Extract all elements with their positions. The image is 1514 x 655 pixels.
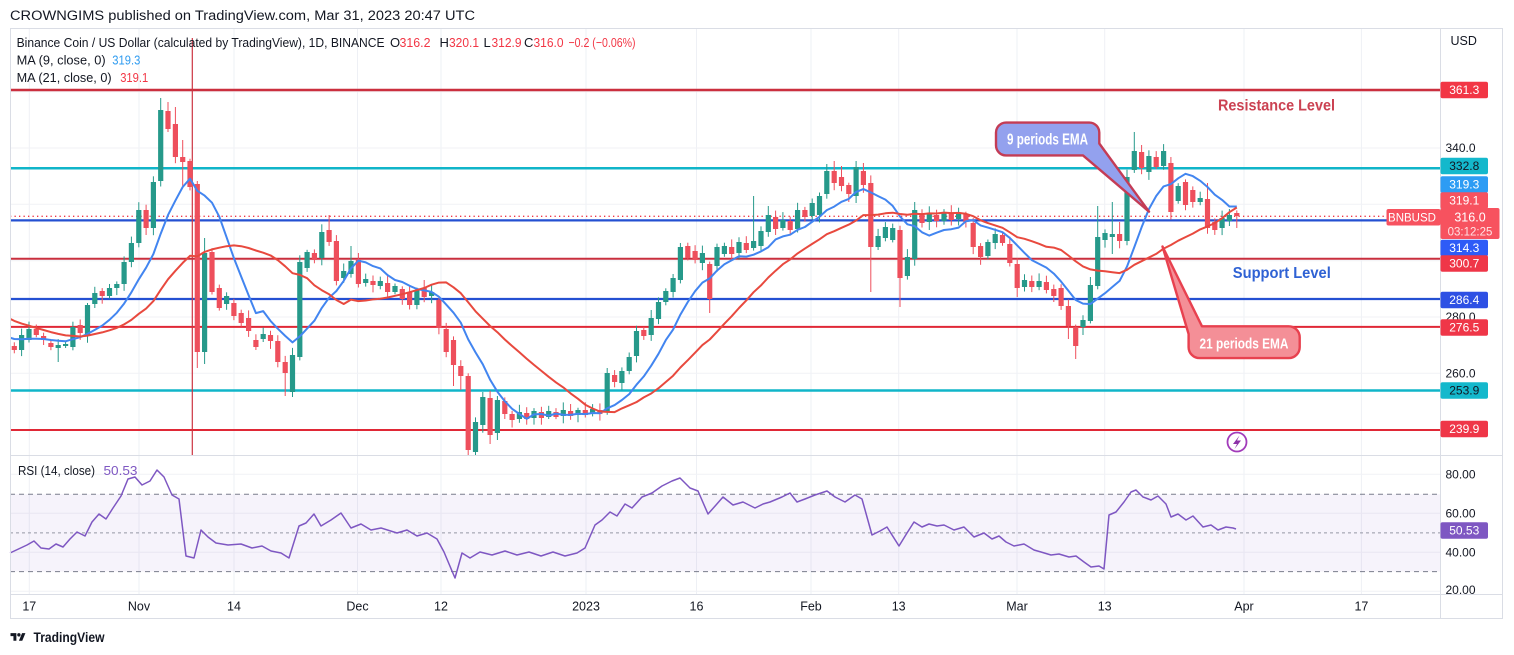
svg-text:17: 17 <box>1354 600 1368 614</box>
svg-text:Support Level: Support Level <box>1233 265 1331 282</box>
svg-text:−0.2 (−0.06%): −0.2 (−0.06%) <box>569 35 636 50</box>
svg-text:Nov: Nov <box>128 600 151 614</box>
svg-text:316.0: 316.0 <box>1454 211 1485 225</box>
svg-text:2023: 2023 <box>572 600 600 614</box>
svg-text:9 periods EMA: 9 periods EMA <box>1007 132 1088 149</box>
svg-text:Dec: Dec <box>346 600 368 614</box>
svg-text:319.3: 319.3 <box>112 53 140 68</box>
svg-text:12: 12 <box>434 600 448 614</box>
svg-text:USD: USD <box>1451 34 1477 48</box>
svg-text:314.3: 314.3 <box>1449 241 1479 255</box>
svg-text:60.00: 60.00 <box>1446 506 1476 520</box>
svg-text:16: 16 <box>690 600 704 614</box>
svg-text:13: 13 <box>892 600 906 614</box>
svg-text:Resistance Level: Resistance Level <box>1218 98 1335 115</box>
svg-text:21 periods EMA: 21 periods EMA <box>1200 336 1289 353</box>
svg-text:O: O <box>390 35 400 50</box>
svg-text:320.1: 320.1 <box>449 35 479 50</box>
svg-text:RSI (14, close): RSI (14, close) <box>18 463 95 478</box>
svg-text:03:12:25: 03:12:25 <box>1448 227 1493 239</box>
svg-text:319.1: 319.1 <box>120 70 148 85</box>
svg-text:BNBUSD: BNBUSD <box>1388 213 1436 225</box>
svg-text:253.9: 253.9 <box>1449 384 1479 398</box>
svg-text:316.2: 316.2 <box>400 35 431 50</box>
svg-text:361.3: 361.3 <box>1449 83 1479 97</box>
svg-text:MA (9, close, 0): MA (9, close, 0) <box>17 53 106 68</box>
svg-text:13: 13 <box>1098 600 1112 614</box>
svg-text:CROWNGIMS published on Trading: CROWNGIMS published on TradingView.com, … <box>10 8 475 23</box>
svg-text:20.00: 20.00 <box>1446 583 1476 597</box>
svg-text:50.53: 50.53 <box>1449 524 1479 538</box>
svg-text:332.8: 332.8 <box>1449 159 1479 173</box>
svg-text:300.7: 300.7 <box>1449 257 1479 271</box>
svg-text:276.5: 276.5 <box>1449 321 1479 335</box>
svg-text:H: H <box>440 35 449 50</box>
svg-text:MA (21, close, 0): MA (21, close, 0) <box>17 70 112 85</box>
svg-text:319.1: 319.1 <box>1449 194 1479 208</box>
svg-text:50.53: 50.53 <box>104 463 138 478</box>
svg-text:TradingView: TradingView <box>34 630 105 645</box>
svg-text:319.3: 319.3 <box>1449 178 1479 192</box>
svg-text:14: 14 <box>227 600 241 614</box>
svg-text:Binance Coin / US Dollar (calc: Binance Coin / US Dollar (calculated by … <box>17 35 385 50</box>
svg-text:340.0: 340.0 <box>1446 141 1476 155</box>
svg-text:Apr: Apr <box>1234 600 1253 614</box>
svg-text:17: 17 <box>22 600 36 614</box>
svg-text:80.00: 80.00 <box>1446 468 1476 482</box>
svg-text:239.9: 239.9 <box>1449 422 1479 436</box>
svg-text:312.9: 312.9 <box>492 35 522 50</box>
svg-text:316.0: 316.0 <box>534 35 564 50</box>
svg-text:Mar: Mar <box>1006 600 1028 614</box>
svg-text:40.00: 40.00 <box>1446 545 1476 559</box>
svg-text:C: C <box>524 35 533 50</box>
svg-text:L: L <box>484 35 491 50</box>
svg-text:Feb: Feb <box>800 600 822 614</box>
svg-text:286.4: 286.4 <box>1449 293 1479 307</box>
svg-text:260.0: 260.0 <box>1446 366 1476 380</box>
